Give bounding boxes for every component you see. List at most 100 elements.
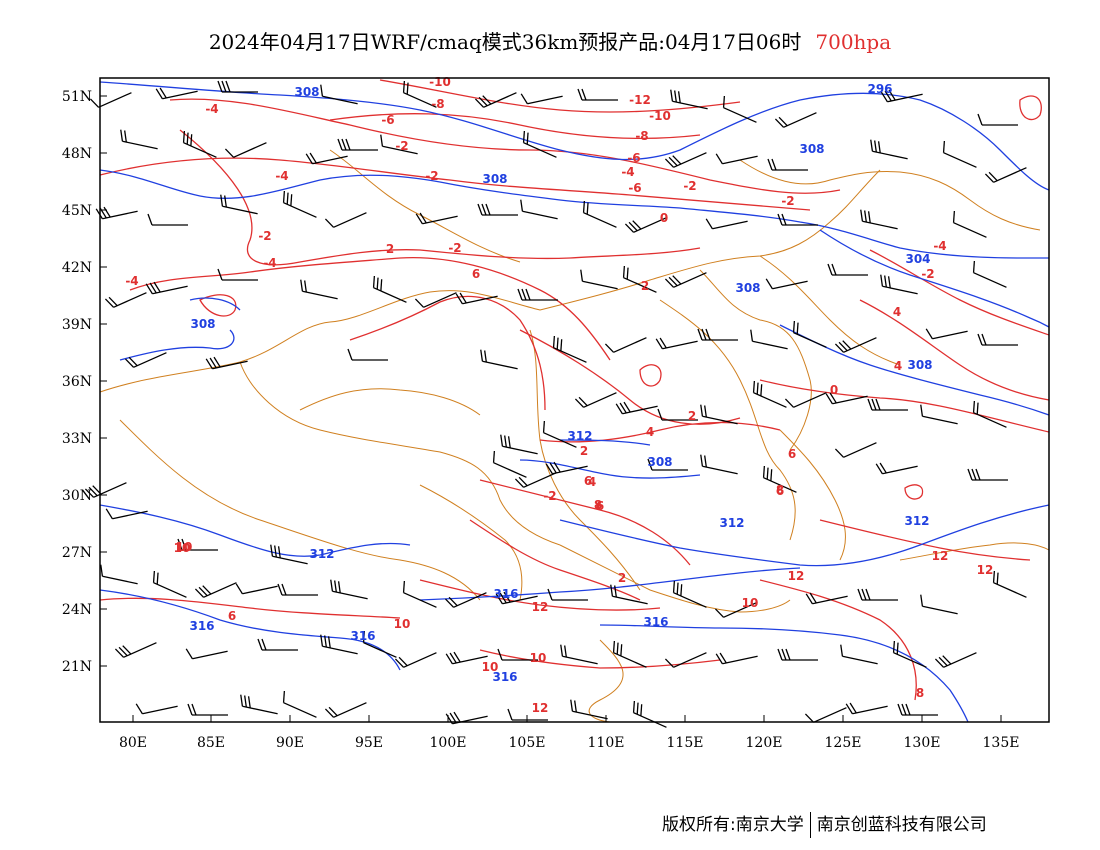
temperature-isoline (199, 294, 237, 317)
wind-barb (155, 87, 198, 100)
wind-barb (972, 260, 1007, 288)
temperature-label: 10 (742, 596, 759, 610)
border-line (899, 542, 1050, 561)
lat-label: 39N (62, 317, 92, 333)
map-axes: 51N 48N 45N 42N 39N 36N 33N 30N 27N 24N 21N 80E 85E 9… (62, 89, 1020, 751)
lon-label: 110E (588, 735, 625, 751)
temperature-label: 2 (580, 444, 588, 458)
temperature-isoline (519, 329, 741, 425)
wind-barb (477, 203, 518, 216)
wind-barb (147, 213, 188, 226)
wind-barb (942, 140, 977, 168)
temperature-label: -4 (275, 169, 288, 183)
temperature-label: -10 (429, 75, 451, 89)
wind-barb (270, 544, 308, 565)
wind-barb (324, 702, 367, 718)
lon-label: 85E (197, 735, 225, 751)
temperature-label: 8 (916, 686, 924, 700)
wind-barb (632, 700, 667, 728)
wind-barb (194, 582, 237, 598)
lon-label: 95E (355, 735, 383, 751)
temperature-isoline (349, 295, 546, 411)
height-isoline (819, 229, 1050, 328)
wind-barb (320, 634, 358, 655)
height-label: 308 (907, 358, 932, 372)
height-label: 308 (735, 281, 760, 295)
wind-barb (657, 408, 698, 421)
wind-barb (774, 112, 817, 128)
wind-barb (722, 95, 757, 123)
wind-barb (920, 594, 958, 615)
wind-barb (124, 352, 167, 368)
lon-label: 120E (746, 735, 783, 751)
wind-barbs (84, 80, 1027, 728)
temperature-label: 2 (386, 242, 394, 256)
wind-barb (834, 442, 877, 458)
wind-barb (880, 274, 918, 295)
border-line (659, 299, 796, 541)
footer-divider (809, 812, 811, 838)
temperature-isoline (759, 379, 1050, 433)
wind-barb (697, 328, 738, 341)
temperature-isoline (129, 256, 611, 361)
lat-label: 30N (62, 488, 92, 504)
wind-barb (615, 401, 658, 415)
temperature-isoline (419, 579, 661, 611)
wind-barb (372, 275, 407, 303)
wind-barb (880, 89, 923, 103)
temperature-isoline (379, 79, 741, 113)
wind-barb (840, 644, 878, 665)
wind-barb (777, 213, 818, 226)
temperature-label: -2 (448, 241, 461, 255)
wind-barb (104, 292, 147, 308)
temperature-label: -2 (543, 489, 556, 503)
wind-barb (492, 450, 527, 478)
wind-barb (805, 592, 848, 605)
temperature-label: -4 (205, 102, 218, 116)
wind-barb (514, 472, 557, 488)
wind-barb (444, 592, 487, 608)
wind-barb (135, 703, 178, 715)
wind-barb (664, 272, 707, 288)
border-line (779, 429, 846, 561)
chart-title: 2024年04月17日WRF/cmaq模式36km预报产品:04月17日06时 7… (0, 26, 1100, 55)
wind-barb (582, 200, 617, 228)
wind-barb (715, 652, 758, 665)
temperature-label: 10 (176, 540, 193, 554)
temperature-label: -2 (921, 267, 934, 281)
title-main: 2024年04月17日WRF/cmaq模式36km预报产品:04月17日06时 (208, 30, 802, 54)
wind-barb (670, 89, 708, 110)
temperature-label: -4 (263, 256, 276, 270)
wind-barb (235, 583, 278, 595)
wind-barb (604, 337, 647, 353)
height-label: 312 (719, 516, 744, 530)
temperature-label: -6 (381, 113, 394, 127)
wind-barb (765, 278, 808, 290)
temperature-isoline (469, 519, 641, 601)
wind-barb (827, 263, 868, 276)
wind-barb (574, 392, 617, 408)
height-label: 316 (492, 670, 517, 684)
wind-barb (700, 404, 738, 425)
wind-barb (500, 434, 538, 455)
border-line (299, 388, 481, 416)
height-isoline (599, 624, 969, 723)
wind-barb (217, 80, 258, 93)
temperature-label: 6 (776, 484, 784, 498)
wind-barb (187, 703, 228, 716)
border-line (699, 269, 812, 451)
lon-label: 80E (119, 735, 147, 751)
temperature-label: 2 (688, 409, 696, 423)
wind-barb (804, 707, 847, 723)
wind-barb (952, 210, 987, 238)
temperature-isoline (99, 157, 811, 211)
wind-barb (114, 642, 157, 658)
wind-barb (415, 212, 458, 225)
wind-barb (185, 648, 228, 660)
wind-barb (305, 152, 348, 165)
height-isoline (559, 439, 651, 446)
copyright-footer: 版权所有:南京大学 南京创蓝科技有限公司 (662, 810, 987, 838)
wind-barb (300, 279, 338, 300)
height-isoline (519, 459, 701, 479)
